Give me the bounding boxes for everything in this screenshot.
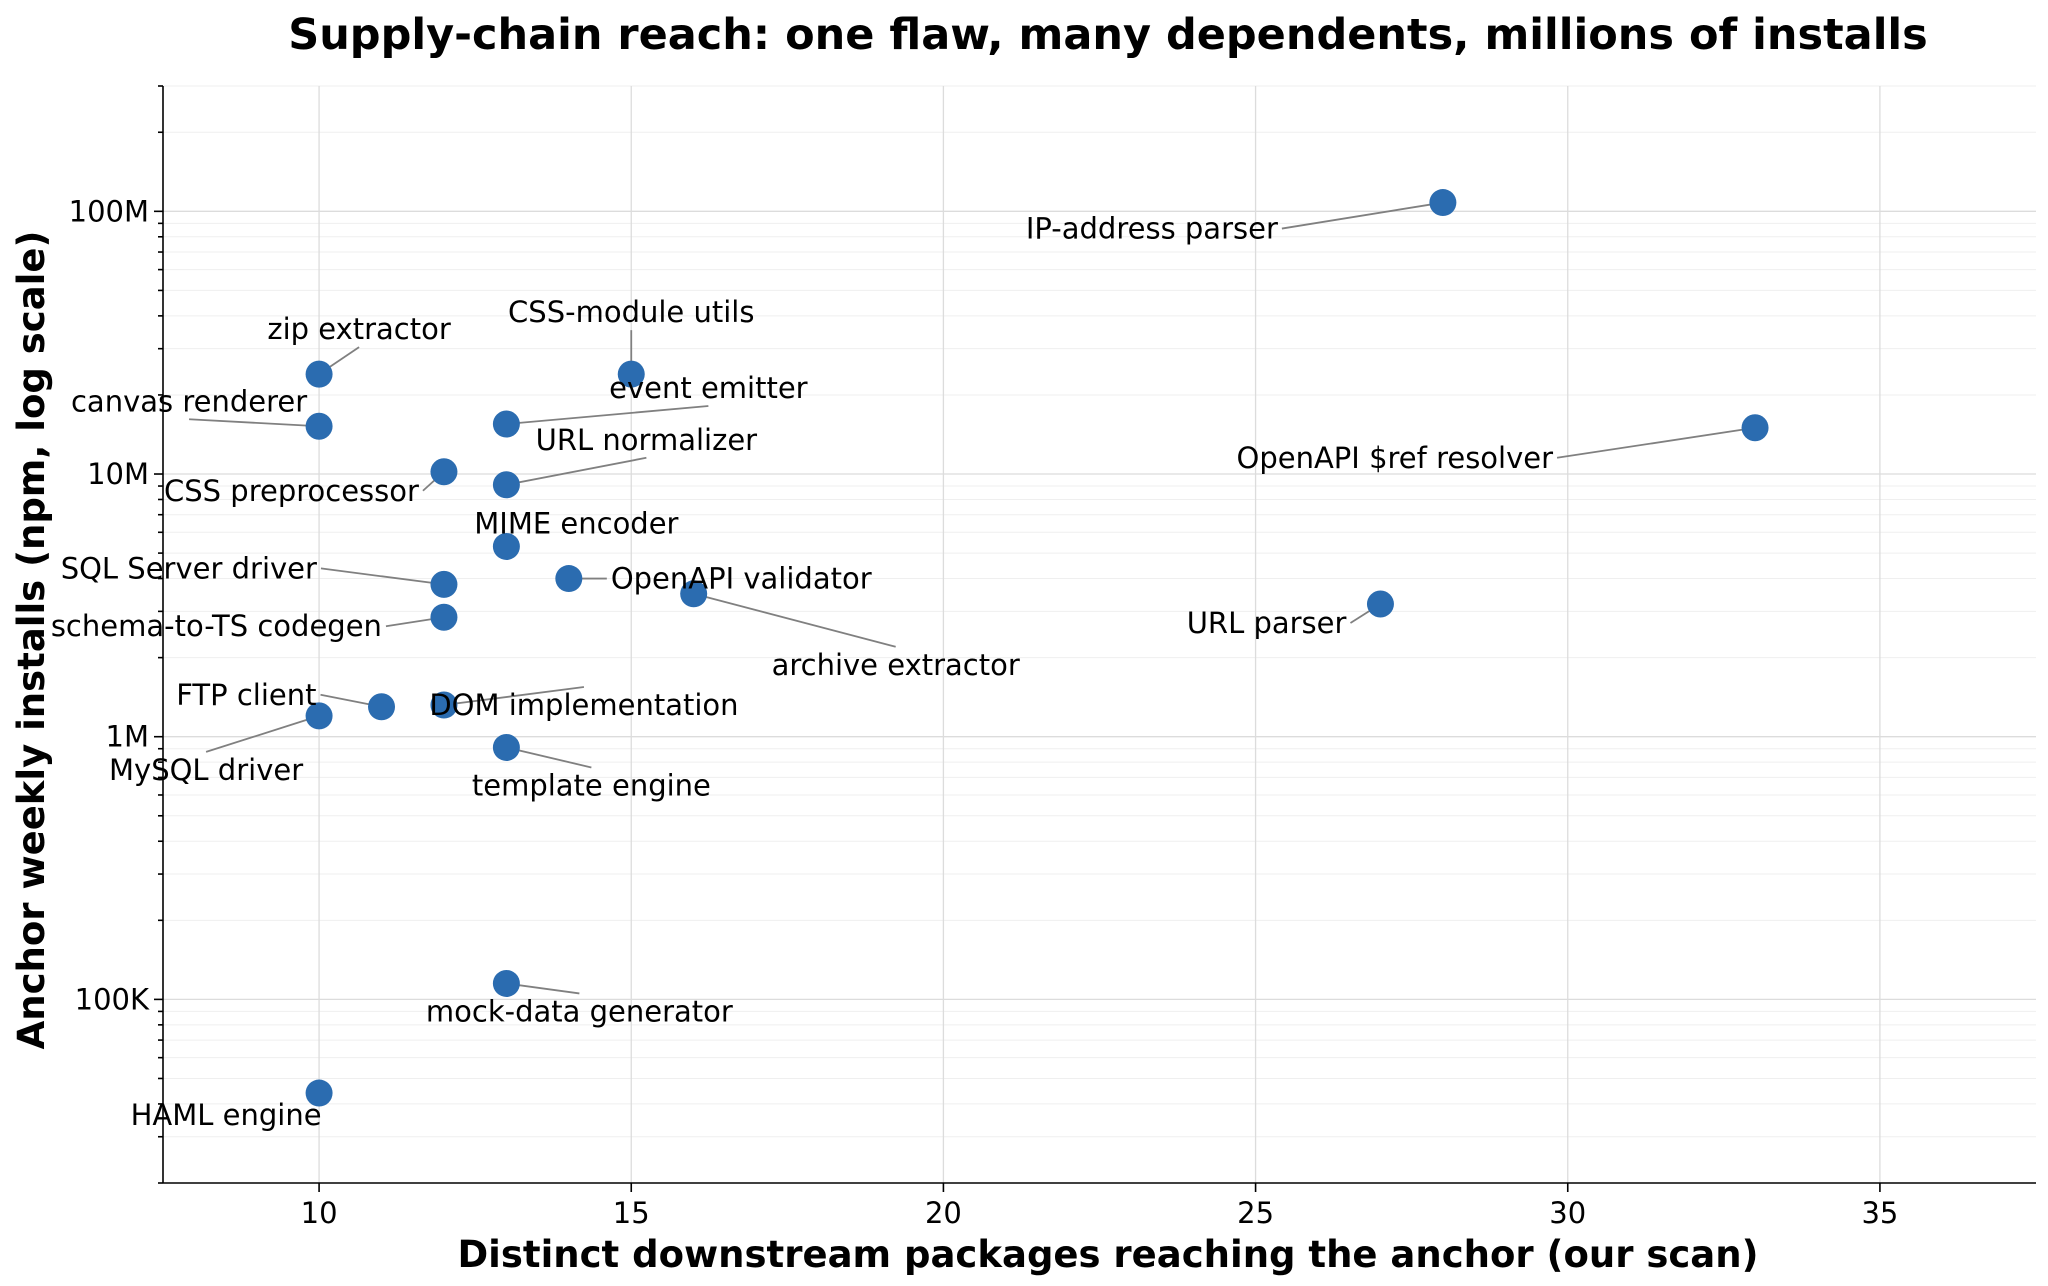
point-label: schema-to-TS codegen — [51, 609, 382, 643]
label-leader-lines — [189, 201, 1756, 995]
leader-line — [1556, 426, 1756, 459]
data-point — [1429, 189, 1457, 217]
x-tick-label: 25 — [1237, 1196, 1274, 1230]
x-tick-label: 35 — [1861, 1196, 1898, 1230]
leader-line — [506, 746, 592, 769]
data-point — [492, 969, 520, 997]
data-point — [305, 412, 333, 440]
point-label: CSS preprocessor — [164, 474, 419, 508]
leader-line — [443, 686, 585, 706]
data-point — [680, 580, 708, 608]
data-point — [430, 458, 458, 486]
data-point — [430, 691, 458, 719]
data-point — [1366, 590, 1394, 618]
leader-line — [693, 592, 896, 648]
data-point — [430, 603, 458, 631]
data-point — [617, 360, 645, 388]
y-tick-label: 100K — [75, 982, 150, 1016]
data-point — [492, 532, 520, 560]
point-label: URL parser — [1187, 606, 1347, 640]
point-label: MySQL driver — [109, 753, 303, 787]
y-axis-title: Anchor weekly installs (npm, log scale) — [10, 231, 53, 1050]
x-axis-title: Distinct downstream packages reaching th… — [457, 1233, 1758, 1276]
point-label: canvas renderer — [71, 384, 307, 418]
point-label: template engine — [472, 768, 711, 802]
leader-line — [506, 456, 647, 486]
data-point — [492, 471, 520, 499]
data-point — [305, 702, 333, 730]
point-label: mock-data generator — [426, 994, 733, 1028]
point-label: IP-address parser — [1026, 212, 1278, 246]
y-tick-label: 100M — [69, 194, 149, 228]
data-point — [492, 733, 520, 761]
y-tick-label: 10M — [87, 457, 149, 491]
point-label: URL normalizer — [536, 423, 757, 457]
y-tick-label: 1M — [106, 720, 149, 754]
leader-line — [189, 418, 320, 428]
point-label: FTP client — [176, 678, 316, 712]
point-label: OpenAPI validator — [611, 562, 872, 596]
leader-line — [506, 405, 709, 425]
minor-gridlines — [163, 85, 2036, 1184]
major-gridlines — [163, 86, 2036, 1183]
point-label: HAML engine — [131, 1098, 322, 1132]
point-label: event emitter — [609, 371, 808, 405]
data-points — [305, 189, 1769, 1107]
data-point — [492, 410, 520, 438]
point-label: zip extractor — [267, 312, 451, 346]
data-point — [305, 1079, 333, 1107]
leader-line — [205, 715, 320, 753]
x-tick-label: 20 — [925, 1196, 962, 1230]
leader-line — [1281, 201, 1444, 230]
data-point — [555, 565, 583, 593]
point-label: CSS-module utils — [508, 295, 754, 329]
chart-title: Supply-chain reach: one flaw, many depen… — [288, 10, 1928, 60]
x-tick-label: 10 — [301, 1196, 338, 1230]
point-label: DOM implementation — [429, 688, 738, 722]
data-point — [305, 360, 333, 388]
point-label: MIME encoder — [474, 506, 678, 540]
point-label: archive extractor — [772, 648, 1020, 682]
x-tick-label: 30 — [1549, 1196, 1586, 1230]
axis-ticks: 100K 1M 10M 100M 10 15 20 25 30 35 — [69, 85, 1898, 1230]
point-labels: IP-address parser CSS-module utils zip ext… — [51, 212, 1553, 1132]
data-point — [368, 693, 396, 721]
x-tick-label: 15 — [613, 1196, 650, 1230]
point-label: OpenAPI $ref resolver — [1237, 441, 1554, 475]
leader-line — [320, 567, 445, 586]
data-point — [1741, 414, 1769, 442]
point-label: SQL Server driver — [61, 551, 317, 585]
data-point — [430, 570, 458, 598]
